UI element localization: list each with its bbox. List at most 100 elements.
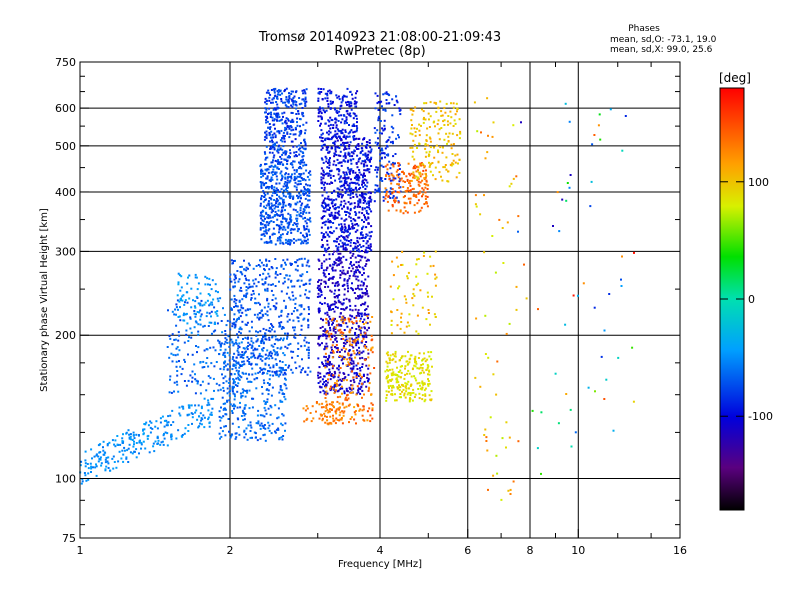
data-point [346,135,349,138]
data-point [357,158,360,161]
data-point [390,332,393,335]
data-point [294,100,296,103]
data-point [119,443,122,446]
data-point [398,386,401,389]
data-point [338,419,341,422]
data-point [496,472,499,475]
data-point [333,155,336,158]
data-point [195,276,198,279]
data-point [273,144,276,146]
data-point [283,382,286,385]
data-point [352,131,355,134]
data-point [197,346,200,349]
data-point [320,91,323,93]
data-point [341,320,344,323]
data-point [264,288,266,291]
data-point [381,127,384,130]
data-point [128,433,131,436]
data-point [328,364,331,366]
data-point [304,147,307,150]
data-point [279,234,282,237]
data-point [270,289,273,292]
data-point [401,365,403,368]
data-point [243,268,246,271]
data-point [416,314,419,317]
data-point [195,345,197,347]
data-point [315,402,318,405]
data-point [409,394,412,397]
data-point [302,112,304,115]
data-point [320,262,323,265]
data-point [292,228,295,231]
data-point [276,148,279,151]
data-point [237,351,240,354]
data-point [371,417,374,420]
data-point [226,363,229,366]
data-point [208,294,211,297]
data-point [351,326,354,329]
data-point [342,141,344,144]
data-point [320,116,323,119]
data-point [326,408,329,411]
data-point [340,101,343,104]
data-point [122,433,124,436]
data-point [357,335,360,338]
data-point [284,153,287,156]
data-point [335,259,338,261]
data-point [318,311,321,314]
data-point [419,181,422,184]
data-point [330,118,333,121]
data-point [353,125,356,127]
data-point [278,228,281,231]
data-point [340,161,343,164]
data-point [284,364,287,366]
data-point [330,363,333,366]
data-point [367,380,370,382]
data-point [400,177,403,180]
data-point [258,293,260,296]
data-point [308,308,310,311]
data-point [259,163,262,166]
data-point [235,319,238,322]
data-point [426,272,429,275]
data-point [280,346,283,349]
data-point [326,381,329,384]
data-point [398,389,401,391]
data-point [214,290,217,293]
data-point [334,317,336,320]
data-point [285,292,288,295]
data-point [387,154,390,157]
data-point [359,259,362,262]
data-point [385,91,388,94]
data-point [185,329,188,332]
data-point [282,205,285,208]
data-point [362,284,365,287]
data-point [352,387,355,390]
data-point [397,201,400,204]
data-point [270,130,273,133]
data-point [286,233,289,235]
data-point [355,422,357,425]
data-point [346,399,349,402]
data-point [392,195,395,198]
data-point [374,169,377,171]
data-point [294,268,297,271]
data-point [233,278,236,281]
data-point [305,169,308,172]
data-point [286,132,289,135]
data-point [333,143,336,146]
data-point [354,187,357,190]
data-point [414,134,417,137]
data-point [286,125,289,128]
data-point [348,145,350,147]
data-point [351,93,353,96]
data-point [266,156,269,159]
data-point [107,462,110,465]
data-point [353,418,356,421]
data-point [365,313,368,316]
data-point [491,235,494,237]
data-point [435,144,438,147]
data-point [366,292,369,295]
data-point [417,192,420,195]
data-point [407,350,409,353]
